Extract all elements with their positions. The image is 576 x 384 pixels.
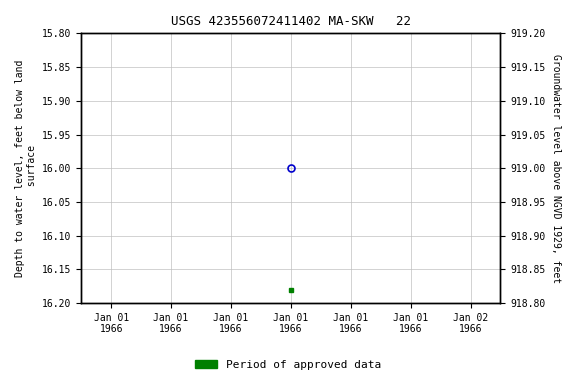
Legend: Period of approved data: Period of approved data xyxy=(191,356,385,375)
Title: USGS 423556072411402 MA-SKW   22: USGS 423556072411402 MA-SKW 22 xyxy=(171,15,411,28)
Y-axis label: Depth to water level, feet below land
 surface: Depth to water level, feet below land su… xyxy=(15,60,37,277)
Y-axis label: Groundwater level above NGVD 1929, feet: Groundwater level above NGVD 1929, feet xyxy=(551,54,561,283)
